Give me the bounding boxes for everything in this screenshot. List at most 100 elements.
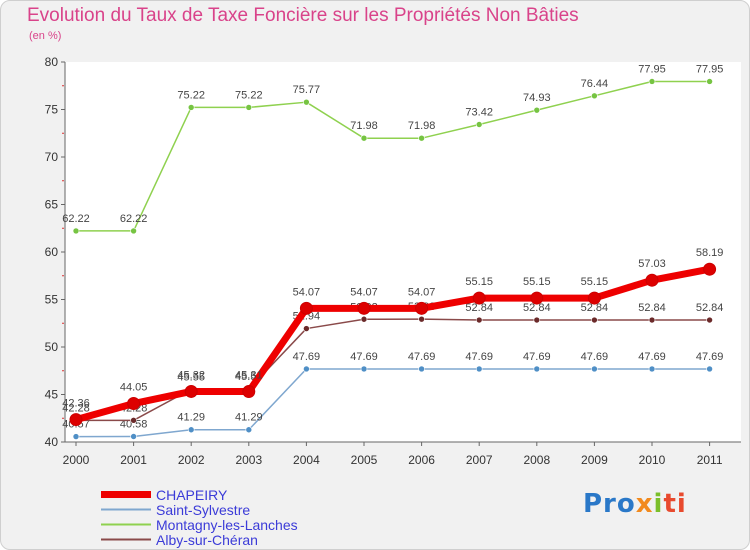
x-tick-label: 2001: [120, 453, 147, 467]
data-point-montagny-les-lanches: [187, 104, 195, 111]
legend: CHAPEIRY Saint-Sylvestre Montagny-les-La…: [101, 486, 298, 548]
data-label-montagny-les-lanches: 71.98: [350, 120, 378, 132]
data-point-montagny-les-lanches: [303, 98, 310, 106]
data-point-chapeiry: [299, 301, 313, 315]
data-label-montagny-les-lanches: 75.77: [293, 84, 321, 96]
y-tick-label: 65: [45, 198, 59, 212]
legend-label-chapeiry: CHAPEIRY: [156, 486, 228, 503]
legend-label-montagny: Montagny-les-Lanches: [156, 516, 298, 533]
x-tick-label: 2005: [351, 453, 378, 467]
data-label-chapeiry: 57.03: [638, 258, 666, 270]
data-point-montagny-les-lanches: [418, 134, 425, 142]
data-point-chapeiry: [703, 262, 717, 276]
data-point-montagny-les-lanches: [648, 78, 656, 85]
data-point-alby-sur-ch-ran: [706, 316, 713, 324]
data-point-montagny-les-lanches: [591, 92, 598, 100]
data-label-saint-sylvestre: 47.69: [465, 351, 493, 363]
data-label-montagny-les-lanches: 75.22: [235, 89, 263, 101]
series-line-saint-sylvestre: [75, 368, 710, 438]
data-label-montagny-les-lanches: 73.42: [465, 107, 493, 119]
data-point-chapeiry: [184, 384, 198, 398]
data-label-alby-sur-ch-ran: 52.84: [523, 302, 551, 314]
y-tick-label: 40: [45, 435, 59, 449]
legend-swatch-chapeiry: [101, 491, 151, 498]
data-point-chapeiry: [587, 291, 601, 305]
data-label-alby-sur-ch-ran: 45.55: [177, 371, 205, 383]
y-tick-label: 50: [45, 340, 59, 354]
x-tick-label: 2002: [178, 453, 205, 467]
x-tick-label: 2008: [523, 453, 550, 467]
series-line-chapeiry: [75, 265, 711, 423]
x-tick-label: 2011: [697, 453, 723, 467]
data-label-alby-sur-ch-ran: 52.84: [465, 302, 493, 314]
data-point-alby-sur-ch-ran: [418, 315, 425, 323]
legend-item-chapeiry: CHAPEIRY: [101, 486, 298, 503]
data-label-montagny-les-lanches: 76.44: [581, 78, 609, 90]
data-label-montagny-les-lanches: 62.22: [120, 213, 148, 225]
data-label-chapeiry: 55.15: [581, 276, 609, 288]
data-label-montagny-les-lanches: 75.22: [177, 89, 205, 101]
data-label-alby-sur-ch-ran: 52.84: [638, 302, 666, 314]
legend-item-alby: Alby-sur-Chéran: [101, 531, 298, 548]
legend-swatch-saint-sylvestre: [101, 508, 151, 511]
data-label-alby-sur-ch-ran: 52.84: [581, 302, 609, 314]
x-tick-label: 2006: [408, 453, 435, 467]
data-label-montagny-les-lanches: 71.98: [408, 120, 436, 132]
x-tick-label: 2007: [466, 453, 493, 467]
data-point-saint-sylvestre: [648, 365, 656, 373]
legend-swatch-montagny: [101, 523, 151, 526]
data-point-montagny-les-lanches: [533, 106, 541, 114]
series-line-montagny-les-lanches: [76, 80, 710, 232]
data-label-saint-sylvestre: 41.29: [177, 412, 205, 424]
data-point-montagny-les-lanches: [72, 227, 80, 235]
data-point-alby-sur-ch-ran: [303, 325, 310, 332]
data-label-montagny-les-lanches: 77.95: [696, 63, 724, 75]
data-point-montagny-les-lanches: [475, 121, 483, 128]
x-tick-label: 2009: [581, 453, 608, 467]
y-tick-label: 55: [45, 293, 59, 307]
data-label-alby-sur-ch-ran: 42.28: [62, 402, 90, 414]
x-tick-label: 2004: [293, 453, 320, 467]
data-point-saint-sylvestre: [245, 426, 253, 434]
data-point-chapeiry: [472, 291, 486, 305]
data-point-saint-sylvestre: [187, 426, 195, 434]
data-point-chapeiry: [127, 397, 141, 411]
data-label-chapeiry: 45.31: [235, 370, 263, 382]
data-point-montagny-les-lanches: [360, 134, 368, 142]
data-point-chapeiry: [530, 291, 544, 305]
data-label-saint-sylvestre: 41.29: [235, 412, 263, 424]
plot-area: [65, 62, 741, 442]
line-chart: 40 45 50 55 60 65 70 75 80 2000 2001 2002 2003 2004 20…: [45, 55, 741, 467]
data-label-alby-sur-ch-ran: 52.84: [696, 302, 724, 314]
data-label-saint-sylvestre: 47.69: [293, 351, 321, 363]
data-point-chapeiry: [242, 385, 256, 399]
data-point-alby-sur-ch-ran: [648, 316, 656, 324]
y-tick-label: 75: [45, 103, 59, 117]
data-label-chapeiry: 58.19: [696, 247, 724, 259]
data-point-montagny-les-lanches: [706, 78, 713, 85]
data-point-saint-sylvestre: [706, 365, 713, 373]
data-label-chapeiry: 54.07: [293, 286, 321, 298]
y-tick-label: 60: [45, 245, 59, 259]
data-point-alby-sur-ch-ran: [130, 417, 137, 424]
data-point-saint-sylvestre: [533, 365, 541, 373]
data-label-saint-sylvestre: 47.69: [638, 351, 666, 363]
data-point-chapeiry: [357, 301, 371, 315]
proxiti-logo: Proxiti: [583, 489, 687, 519]
data-point-alby-sur-ch-ran: [533, 316, 541, 324]
data-label-chapeiry: 45.32: [177, 369, 205, 381]
x-tick-label: 2003: [235, 453, 262, 467]
legend-label-alby: Alby-sur-Chéran: [156, 531, 258, 548]
data-label-chapeiry: 54.07: [408, 286, 436, 298]
data-point-saint-sylvestre: [418, 365, 425, 373]
y-tick-label: 80: [45, 55, 59, 69]
data-point-saint-sylvestre: [303, 365, 310, 373]
data-point-alby-sur-ch-ran: [591, 316, 598, 324]
data-point-alby-sur-ch-ran: [360, 315, 368, 323]
data-label-montagny-les-lanches: 62.22: [62, 213, 90, 225]
data-point-chapeiry: [69, 413, 83, 427]
data-label-chapeiry: 44.05: [120, 382, 148, 394]
data-label-saint-sylvestre: 47.69: [350, 351, 378, 363]
legend-swatch-alby: [101, 538, 151, 541]
